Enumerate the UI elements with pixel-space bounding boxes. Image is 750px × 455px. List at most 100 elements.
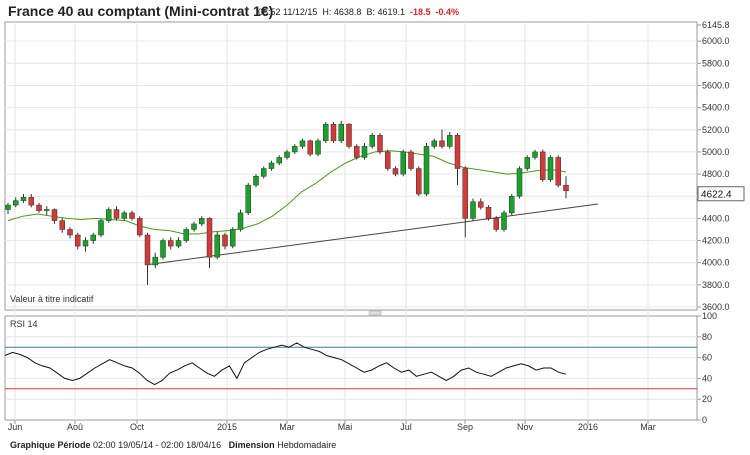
rsi-line [4,342,567,386]
quote-high: H: 4638.8 [322,7,362,17]
candle-body [268,162,275,169]
candle [299,138,306,149]
candle-body [175,240,182,247]
candle [377,133,383,155]
candle [152,252,158,269]
chart-svg: Jun Aoû Oct 2015 Mar Mai Jul Sep Nov 2016 Mar 6145.… [4,20,745,432]
candle-body [90,234,96,241]
candle [20,194,27,203]
candle [392,166,399,177]
candle-body [470,201,476,219]
x-tick-label: Mai [338,422,353,432]
candle [540,149,546,182]
support-trendline [149,203,599,265]
candle-body [214,234,220,258]
candle [28,194,34,208]
candle [191,221,197,232]
candle-body [501,212,507,230]
candle-body [28,197,34,206]
x-tick-label: Jun [8,422,23,432]
quote-change-pct: -0.4% [435,7,460,17]
y-tick-label: 4200.0 [702,236,730,246]
candle-body [532,151,538,158]
candle [160,238,166,260]
rsi-tick-label: 60 [702,353,712,363]
candle [292,144,298,155]
candle [547,155,554,182]
candle-body [191,223,197,230]
candle-body [51,209,58,221]
candle-body [261,168,267,177]
candle [555,155,561,188]
candle [354,144,360,160]
candle-body [509,195,515,214]
candle [439,129,445,149]
candle-body [168,240,174,247]
candle-body [516,168,523,197]
candle [245,182,251,216]
candle-body [98,220,104,236]
candle-body [222,234,228,247]
quote-info: 08:52 11/12/15 H: 4638.8 B: 4619.1 -18.5… [258,7,459,17]
candle [199,216,205,227]
footer-period-label: Graphique Période [10,440,91,450]
x-tick-label: Oct [130,422,145,432]
price-note: Valeur à titre indicatif [10,294,94,304]
candle-body [416,168,422,195]
candle-body [555,157,561,186]
y-tick-label: 4000.0 [702,258,730,268]
candle-body [478,201,484,208]
candle [338,120,344,144]
candle-body [299,140,306,147]
candle [462,166,468,238]
candle-body [20,197,27,201]
candle [5,202,11,214]
candle-body [447,135,453,147]
candle [253,174,259,188]
candle-body [113,209,120,219]
chart-header: France 40 au comptant (Mini-contrat 1€) … [0,0,750,22]
quote-low: B: 4619.1 [366,7,405,17]
candle-body [493,218,499,230]
y-tick-label: 5000.0 [702,147,730,157]
candle-body [183,229,189,241]
candle [330,122,337,144]
candle [369,133,375,149]
y-tick-label: 3800.0 [702,280,730,290]
chart-footer: Graphique Période 02:00 19/05/14 - 02:00… [10,440,336,450]
y-tick-label: 5600.0 [702,80,730,90]
quote-change: -18.5 [410,7,431,17]
candle-body [392,168,399,175]
candle [214,231,220,260]
candle-body [75,234,81,247]
candle-body [330,123,337,142]
candle-body [237,212,244,230]
candle-body [59,220,65,230]
candle-body [307,140,313,155]
price-panel [4,21,698,311]
candle [276,155,282,166]
candle [137,216,143,238]
rsi-tick-label: 80 [702,332,712,342]
footer-period-value: 02:00 19/05/14 - 02:00 18/04/16 [93,440,222,450]
candle-body [338,123,344,142]
x-tick-label: Mar [640,422,656,432]
x-tick-label: Sep [457,422,473,432]
candle [67,227,73,239]
candle-body [137,218,143,236]
candle-body [106,209,112,221]
rsi-tick-label: 0 [702,415,707,425]
candle [400,149,406,177]
candle-body [67,229,73,236]
candle-body [121,212,127,219]
candle [106,207,112,223]
footer-dimension-label: Dimension [228,440,275,450]
candle-body [454,135,461,169]
footer-dimension-value: Hebdomadaire [277,440,337,450]
candle-body [462,168,468,219]
candle [361,143,368,160]
y-tick-label: 5400.0 [702,103,730,113]
candle [385,149,391,171]
chart-title: France 40 au comptant (Mini-contrat 1€) [8,3,274,19]
candle [36,202,42,213]
